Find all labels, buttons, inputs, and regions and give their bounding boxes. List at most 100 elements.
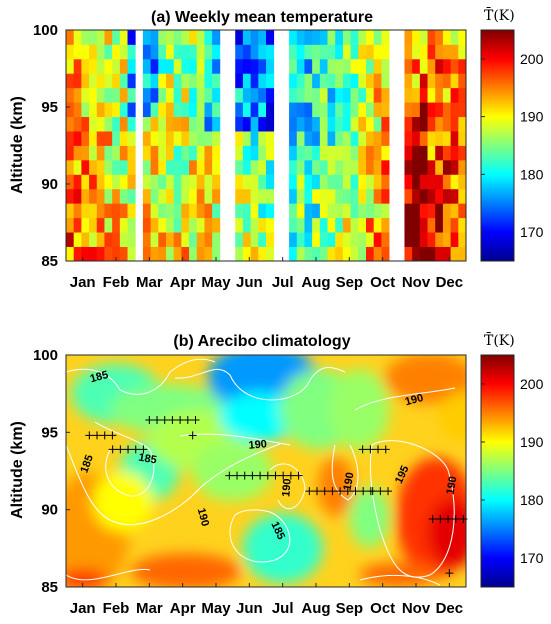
heatmap-cell — [250, 246, 259, 261]
mesopause-marker — [294, 471, 303, 480]
heatmap-cell — [442, 58, 452, 74]
mesopause-marker — [279, 471, 288, 480]
heatmap-cell — [412, 73, 421, 89]
heatmap-cell — [235, 159, 244, 175]
heatmap-cell — [204, 159, 213, 175]
heatmap-cell — [350, 159, 359, 175]
heatmap-cell — [81, 246, 90, 261]
heatmap-cell — [150, 116, 159, 132]
heatmap-cell — [166, 203, 175, 219]
heatmap-cell — [158, 145, 167, 161]
contour-label: 190 — [248, 438, 267, 452]
mesopause-marker — [359, 487, 368, 496]
heatmap-cell — [242, 116, 252, 132]
mesopause-marker — [320, 487, 329, 496]
mesopause-marker — [131, 445, 140, 454]
heatmap-cell — [335, 58, 344, 74]
heatmap-cell — [181, 246, 190, 261]
heatmap-cell — [89, 159, 98, 175]
heatmap-cell — [342, 102, 352, 118]
heatmap-cell — [66, 30, 75, 45]
heatmap-cell — [289, 131, 298, 146]
heatmap-cell — [212, 145, 221, 161]
heatmap-cell — [266, 217, 275, 233]
mesopause-marker — [444, 514, 453, 523]
heatmap-cell — [335, 203, 344, 219]
heatmap-cell — [435, 188, 444, 204]
heatmap-cell — [442, 203, 452, 219]
heatmap-cell — [196, 188, 205, 204]
heatmap-cell — [189, 44, 198, 60]
heatmap-cell — [89, 44, 98, 60]
heatmap-cell — [89, 30, 98, 45]
heatmap-cell — [319, 44, 328, 60]
heatmap-cell — [304, 30, 313, 45]
heatmap-cell — [204, 188, 213, 204]
heatmap-cell — [204, 30, 213, 45]
heatmap-cell — [296, 102, 305, 118]
climatology-region — [92, 471, 153, 532]
heatmap-cell — [166, 217, 175, 233]
heatmap-cell — [366, 188, 375, 204]
mesopause-marker — [225, 471, 234, 480]
heatmap-cell — [81, 116, 90, 132]
heatmap-cell — [419, 87, 428, 103]
heatmap-cell — [142, 203, 152, 219]
heatmap-cell — [366, 73, 375, 89]
heatmap-cell — [142, 246, 152, 261]
heatmap-cell — [312, 102, 321, 118]
contour-label: 190 — [195, 507, 211, 528]
heatmap-cell — [458, 145, 466, 161]
heatmap-cell — [242, 87, 252, 103]
heatmap-cell — [442, 145, 452, 161]
heatmap-cell — [442, 188, 452, 204]
heatmap-cell — [235, 246, 244, 261]
heatmap-cell — [319, 174, 328, 190]
mesopause-marker — [336, 487, 345, 496]
mesopause-marker — [428, 514, 437, 523]
heatmap-cell — [196, 145, 205, 161]
heatmap-cell — [427, 188, 436, 204]
heatmap-cell — [404, 102, 413, 118]
y-tick-label: 100 — [33, 347, 58, 364]
heatmap-cell — [427, 44, 436, 60]
heatmap-cell — [319, 131, 328, 146]
heatmap-cell — [66, 174, 75, 190]
heatmap-cell — [381, 73, 390, 89]
contour-line — [66, 358, 216, 395]
heatmap-cell — [73, 58, 82, 74]
panel-a-yticks: 85 90 95 100 — [33, 22, 70, 270]
colorbar-tick-label: 200 — [520, 376, 544, 392]
heatmap-cell — [250, 44, 259, 60]
heatmap-cell — [319, 203, 328, 219]
heatmap-cell — [96, 73, 105, 89]
heatmap-cell — [158, 73, 167, 89]
panel-a: (a) Weekly mean temperature Altitude (km… — [9, 6, 544, 291]
heatmap-cell — [296, 145, 305, 161]
heatmap-cell — [250, 159, 259, 175]
heatmap-cell — [350, 44, 359, 60]
heatmap-cell — [235, 174, 244, 190]
heatmap-cell — [366, 145, 375, 161]
heatmap-cell — [196, 131, 205, 146]
heatmap-cell — [366, 30, 375, 45]
heatmap-cell — [327, 203, 336, 219]
heatmap-cell — [442, 102, 452, 118]
heatmap-cell — [327, 87, 336, 103]
heatmap-cell — [166, 232, 175, 247]
heatmap-cell — [289, 246, 298, 261]
heatmap-cell — [181, 159, 190, 175]
climatology-region — [359, 562, 440, 587]
y-tick-label: 85 — [41, 579, 58, 596]
heatmap-cell — [458, 159, 466, 175]
heatmap-cell — [458, 30, 466, 45]
heatmap-cell — [289, 145, 298, 161]
heatmap-cell — [181, 131, 190, 146]
colorbar-tick-label: 190 — [520, 434, 544, 450]
heatmap-cell — [189, 102, 198, 118]
heatmap-cell — [319, 102, 328, 118]
heatmap-cell — [342, 58, 352, 74]
heatmap-cell — [381, 174, 390, 190]
heatmap-cell — [81, 174, 90, 190]
heatmap-cell — [158, 116, 167, 132]
